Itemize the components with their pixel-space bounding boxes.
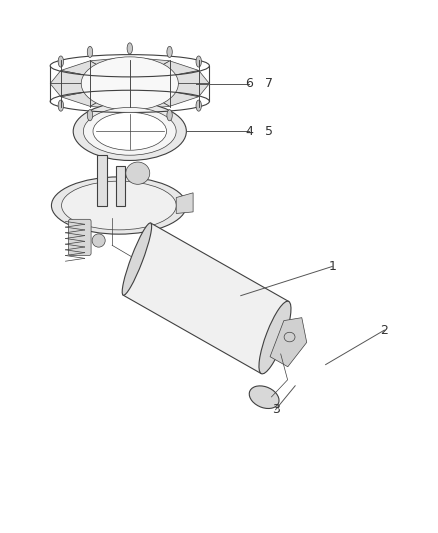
Polygon shape bbox=[172, 70, 209, 84]
Text: 3: 3 bbox=[272, 403, 279, 416]
Polygon shape bbox=[50, 84, 88, 96]
Text: 7: 7 bbox=[265, 77, 273, 90]
Ellipse shape bbox=[73, 102, 186, 160]
Polygon shape bbox=[270, 318, 307, 367]
FancyBboxPatch shape bbox=[116, 166, 124, 206]
Ellipse shape bbox=[259, 301, 291, 374]
Ellipse shape bbox=[196, 100, 201, 111]
Text: 5: 5 bbox=[265, 125, 273, 138]
Polygon shape bbox=[61, 92, 106, 106]
Polygon shape bbox=[130, 57, 170, 70]
Ellipse shape bbox=[92, 234, 105, 247]
Text: 2: 2 bbox=[381, 324, 389, 337]
Text: 4: 4 bbox=[246, 125, 254, 138]
Ellipse shape bbox=[167, 46, 172, 58]
Polygon shape bbox=[176, 193, 193, 214]
FancyBboxPatch shape bbox=[68, 219, 91, 255]
Ellipse shape bbox=[196, 56, 201, 67]
Polygon shape bbox=[90, 57, 130, 70]
Ellipse shape bbox=[58, 56, 64, 67]
Ellipse shape bbox=[83, 107, 176, 155]
Ellipse shape bbox=[87, 46, 93, 58]
Polygon shape bbox=[130, 98, 170, 110]
Polygon shape bbox=[61, 61, 106, 76]
Text: 1: 1 bbox=[328, 260, 336, 273]
FancyBboxPatch shape bbox=[97, 155, 107, 206]
Ellipse shape bbox=[51, 177, 186, 234]
Ellipse shape bbox=[87, 110, 93, 121]
Polygon shape bbox=[90, 98, 130, 110]
Text: 6: 6 bbox=[246, 77, 254, 90]
Ellipse shape bbox=[127, 113, 132, 124]
Ellipse shape bbox=[126, 162, 150, 184]
Ellipse shape bbox=[62, 181, 176, 230]
Ellipse shape bbox=[127, 43, 132, 54]
Polygon shape bbox=[50, 70, 88, 84]
Ellipse shape bbox=[81, 57, 178, 110]
Polygon shape bbox=[62, 61, 197, 106]
Polygon shape bbox=[172, 84, 209, 96]
Ellipse shape bbox=[58, 100, 64, 111]
Ellipse shape bbox=[93, 112, 166, 150]
Ellipse shape bbox=[122, 223, 152, 295]
Ellipse shape bbox=[284, 332, 295, 342]
Ellipse shape bbox=[167, 110, 172, 121]
Polygon shape bbox=[154, 92, 199, 106]
Polygon shape bbox=[123, 223, 289, 374]
Polygon shape bbox=[154, 61, 199, 76]
Ellipse shape bbox=[249, 386, 279, 408]
